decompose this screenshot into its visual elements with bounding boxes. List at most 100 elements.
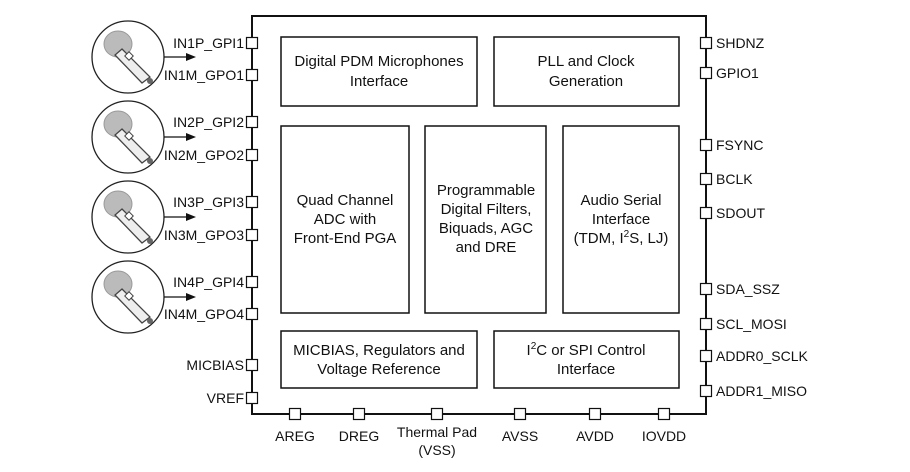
pin-label: IOVDD [642,428,686,444]
pin-pad [288,407,302,421]
pin-pad [245,275,259,289]
pin-bottom: AVDD [576,407,614,444]
pdm-label-1: Digital PDM Microphones [294,53,463,70]
pin-bclk: BCLK [699,171,753,187]
pin-label: IN4P_GPI4 [173,274,244,290]
pin-pad [245,391,259,405]
asi-label-2: Interface [592,211,650,228]
pin-vref: VREF [207,390,259,406]
pin-in4m_gpo4: IN4M_GPO4 [164,306,259,322]
pin-label: IN3P_GPI3 [173,194,244,210]
pin-bottom: Thermal Pad (VSS) [397,407,477,458]
pin-pad [245,358,259,372]
pin-pad [245,307,259,321]
pin-label: BCLK [716,171,753,187]
pin-label: FSYNC [716,137,763,153]
pin-label: AREG [275,428,315,444]
pin-bottom: AREG [275,407,315,444]
pin-in3m_gpo3: IN3M_GPO3 [164,227,259,243]
pin-pad [699,172,713,186]
pin-label: IN1M_GPO1 [164,67,244,83]
pin-label: IN3M_GPO3 [164,227,244,243]
pin-sdout: SDOUT [699,205,765,221]
pin-pad [699,384,713,398]
pin-addr0_sclk: ADDR0_SCLK [699,348,808,364]
microphones [91,20,196,334]
pin-in1m_gpo1: IN1M_GPO1 [164,67,259,83]
filters-label-4: and DRE [456,239,517,256]
micbias-label-2: Voltage Reference [317,361,440,378]
pin-pad [657,407,671,421]
pin-label: GPIO1 [716,65,759,81]
pin-pad [352,407,366,421]
pin-label: AVSS [502,428,538,444]
pin-in2p_gpi2: IN2P_GPI2 [173,114,259,130]
pin-bottom: DREG [339,407,379,444]
adc-label-2: ADC with [314,211,377,228]
pin-label: ADDR1_MISO [716,383,807,399]
pin-label: MICBIAS [186,357,244,373]
pin-pad [699,282,713,296]
pin-shdnz: SHDNZ [699,35,765,51]
asi-label-3: (TDM, I2S, LJ) [574,229,669,247]
pin-addr1_miso: ADDR1_MISO [699,383,807,399]
pin-micbias: MICBIAS [186,357,259,373]
microphone-icon [91,180,165,254]
pin-label: ADDR0_SCLK [716,348,808,364]
pin-bottom: AVSS [502,407,538,444]
pin-pad [245,68,259,82]
control-block: I2C or SPI Control Interface [493,330,680,389]
control-label-1: I2C or SPI Control [527,341,646,359]
pin-label: IN1P_GPI1 [173,35,244,51]
pin-in3p_gpi3: IN3P_GPI3 [173,194,259,210]
pin-pad [245,195,259,209]
adc-label-1: Quad Channel [297,192,394,209]
pin-pad [588,407,602,421]
pin-scl_mosi: SCL_MOSI [699,316,787,332]
microphone-icon [91,100,165,174]
pin-sda_ssz: SDA_SSZ [699,281,780,297]
signal-arrow [164,213,196,221]
pin-label: VREF [207,390,244,406]
pin-pad [699,349,713,363]
pin-fsync: FSYNC [699,137,763,153]
pin-pad [430,407,444,421]
microphone-icon [91,20,165,94]
pll-label-2: Generation [549,73,623,90]
pin-label: (VSS) [418,442,455,458]
micbias-label-1: MICBIAS, Regulators and [293,342,465,359]
filters-label-2: Digital Filters, [441,201,532,218]
pins: IN1P_GPI1 IN1M_GPO1 IN2P_GPI2 IN2M_GPO2 IN3P… [164,35,809,458]
filters-label-3: Biquads, AGC [439,220,533,237]
pin-label: IN2M_GPO2 [164,147,244,163]
signal-arrow [164,293,196,301]
pin-pad [245,115,259,129]
pin-gpio1: GPIO1 [699,65,759,81]
pdm-label-2: Interface [350,73,408,90]
pll-label-1: PLL and Clock [537,53,635,70]
pin-label: Thermal Pad [397,424,477,440]
pin-in4p_gpi4: IN4P_GPI4 [173,274,259,290]
pin-label: IN2P_GPI2 [173,114,244,130]
signal-arrow [164,133,196,141]
pin-pad [699,317,713,331]
pin-label: AVDD [576,428,614,444]
pin-pad [699,138,713,152]
pin-pad [245,228,259,242]
pin-label: SDA_SSZ [716,281,780,297]
pin-label: SDOUT [716,205,765,221]
micbias-block: MICBIAS, Regulators and Voltage Referenc… [280,330,478,389]
pin-pad [699,66,713,80]
control-label-2: Interface [557,361,615,378]
filters-label-1: Programmable [437,182,535,199]
pin-bottom: IOVDD [642,407,686,444]
pll-block: PLL and Clock Generation [493,36,680,107]
pin-label: DREG [339,428,379,444]
pin-in1p_gpi1: IN1P_GPI1 [173,35,259,51]
filters-block: Programmable Digital Filters, Biquads, A… [424,125,547,314]
pin-pad [245,148,259,162]
pin-label: SHDNZ [716,35,765,51]
adc-label-3: Front-End PGA [294,230,397,247]
pin-label: SCL_MOSI [716,316,787,332]
